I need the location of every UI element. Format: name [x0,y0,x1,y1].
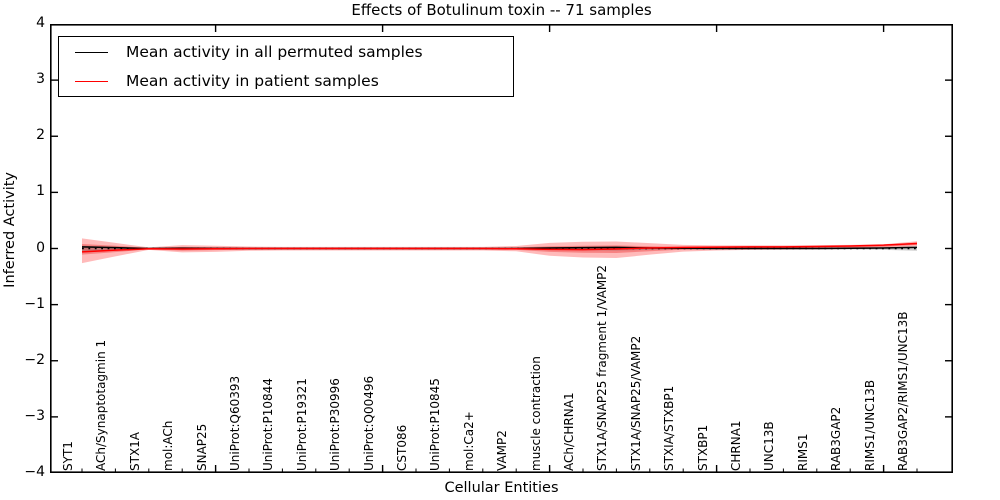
legend-line-patient [75,80,108,82]
x-tick-label: UniProt:P10844 [261,378,276,471]
legend-label-patient: Mean activity in patient samples [126,72,379,90]
y-tick-label: 1 [36,183,45,200]
x-tick-label: UniProt:P30996 [328,378,343,471]
chart-title: Effects of Botulinum toxin -- 71 samples [351,1,652,19]
x-tick-label: STX1A/SNAP25 fragment 1/VAMP2 [595,264,610,471]
x-tick-label: CHRNA1 [729,420,743,471]
y-tick-label: −4 [24,464,45,480]
x-tick-label: mol:Ca2+ [461,411,476,471]
x-tick-label: RAB3GAP2 [829,406,844,471]
x-tick-label: STX1A [127,431,142,471]
x-tick-label: STXBP1 [695,424,710,471]
line-series-1 [81,242,918,253]
y-tick-label: 0 [36,239,45,256]
legend-item-permuted: Mean activity in all permuted samples [59,38,513,67]
x-tick-label: muscle contraction [528,356,543,471]
y-tick-label: −3 [24,407,45,424]
x-tick-label: UniProt:Q60393 [228,375,242,471]
x-tick-label: UniProt:P19321 [294,378,309,471]
x-tick-label: RIMS1/UNC13B [862,379,877,471]
x-axis-label: Cellular Entities [444,480,559,496]
y-tick-label: 4 [36,15,45,31]
axes-frame [50,24,954,473]
legend-label-permuted: Mean activity in all permuted samples [126,43,423,61]
chart-canvas [50,23,954,474]
x-tick-label: RIMS1 [795,433,810,471]
x-tick-label: ACh/Synaptotagmin 1 [94,339,109,471]
x-tick-label: VAMP2 [495,430,510,471]
y-tick-label: −1 [24,295,45,312]
y-tick-label: −2 [24,351,45,368]
legend-line-permuted [75,51,108,53]
x-tick-label: UNC13B [762,421,777,471]
x-tick-label: UniProt:Q00496 [361,375,376,471]
legend-item-patient: Mean activity in patient samples [59,67,513,96]
band-patient-outer-std [82,238,917,264]
legend: Mean activity in all permuted samples Me… [58,36,514,97]
x-tick-label: RAB3GAP2/RIMS1/UNC13B [896,311,910,471]
x-tick-label: SNAP25 [194,423,209,471]
plot-area [50,23,954,474]
y-tick-label: 3 [36,71,45,88]
x-tick-label: SYT1 [61,441,75,471]
x-tick-label: CST086 [395,424,409,471]
x-tick-label: ACh/CHRNA1 [562,392,576,471]
x-tick-label: STXIA/STXBP1 [662,385,677,471]
x-tick-label: mol:ACh [161,420,176,471]
x-tick-label: UniProt:P10845 [428,378,443,471]
x-tick-label: STX1A/SNAP25/VAMP2 [628,335,643,471]
y-tick-label: 2 [36,127,45,144]
